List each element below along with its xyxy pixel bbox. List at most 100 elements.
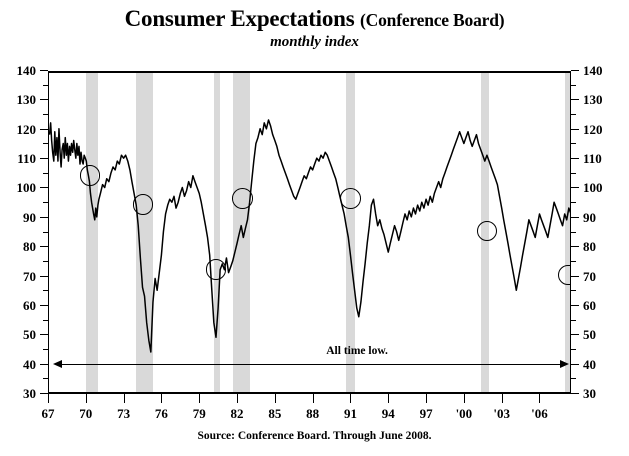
y-axis-label: 100 <box>583 180 603 196</box>
x-axis-tick <box>463 394 465 403</box>
y-axis-label: 90 <box>583 209 596 225</box>
y-axis-label: 60 <box>23 297 36 313</box>
y-axis-minor-tick <box>43 114 48 116</box>
x-axis-tick <box>388 394 390 403</box>
x-axis-label: 70 <box>79 406 93 421</box>
y-axis-minor-tick <box>43 202 48 204</box>
cycle-low-marker <box>132 194 154 215</box>
span-arrow-head-right <box>560 359 570 368</box>
y-axis-minor-tick <box>43 172 48 174</box>
chart-title-main: Consumer Expectations <box>124 6 355 31</box>
y-axis-label: 40 <box>583 356 596 372</box>
y-axis-tick <box>571 128 579 130</box>
y-axis-tick <box>40 216 48 218</box>
x-axis-label: 88 <box>306 406 320 421</box>
recession-band <box>136 73 153 392</box>
y-axis-tick <box>40 70 48 71</box>
x-axis-label: '00 <box>455 406 473 421</box>
x-axis-label: 76 <box>154 406 168 421</box>
y-axis-tick <box>40 363 48 365</box>
y-axis-minor-tick <box>43 290 48 292</box>
y-axis-minor-tick <box>571 84 576 86</box>
y-axis-minor-tick <box>571 260 576 262</box>
x-axis-tick <box>199 394 201 403</box>
y-axis-tick <box>571 393 579 394</box>
y-axis-label: 60 <box>583 297 596 313</box>
y-axis-minor-tick <box>571 319 576 321</box>
x-axis-tick <box>237 394 239 403</box>
x-axis-tick <box>161 394 163 403</box>
x-axis-tick <box>539 394 541 403</box>
chart-title-source: (Conference Board) <box>360 10 505 30</box>
y-axis-label: 130 <box>16 92 37 108</box>
recession-band <box>346 73 355 392</box>
recession-band <box>232 73 250 392</box>
plot-area: All time low. <box>48 71 571 394</box>
x-axis-tick <box>312 394 314 403</box>
y-axis-tick <box>40 275 48 277</box>
recession-band <box>213 73 221 392</box>
recession-band <box>564 73 570 392</box>
y-axis-tick <box>40 158 48 160</box>
x-axis-label: 82 <box>230 406 244 421</box>
y-axis-minor-tick <box>571 231 576 233</box>
x-axis-tick <box>350 394 352 403</box>
y-axis-label: 40 <box>23 356 36 372</box>
x-axis-tick <box>426 394 428 403</box>
x-axis-label: 94 <box>381 406 395 421</box>
cycle-low-marker <box>79 164 101 186</box>
y-axis-tick <box>571 216 579 218</box>
y-axis-minor-tick <box>43 348 48 350</box>
y-axis-minor-tick <box>571 172 576 174</box>
y-axis-minor-tick <box>43 319 48 321</box>
x-axis-tick <box>501 394 503 403</box>
y-axis-tick <box>40 187 48 189</box>
y-axis-label: 80 <box>23 239 36 255</box>
x-axis-tick <box>274 394 276 403</box>
y-axis-minor-tick <box>571 143 576 145</box>
x-axis-tick <box>85 394 87 403</box>
span-arrow-head-left <box>52 359 62 368</box>
chart-subtitle: monthly index <box>270 34 359 50</box>
y-axis-minor-tick <box>571 290 576 292</box>
x-axis-tick <box>123 394 125 403</box>
x-axis-label: 67 <box>41 406 55 421</box>
y-axis-minor-tick <box>43 143 48 145</box>
cycle-low-marker <box>558 264 570 286</box>
x-axis-label: 73 <box>117 406 131 421</box>
y-axis-label: 70 <box>583 268 596 284</box>
y-axis-tick <box>571 187 579 189</box>
y-axis-minor-tick <box>571 114 576 116</box>
y-axis-tick <box>571 275 579 277</box>
x-axis-label: 91 <box>343 406 357 421</box>
recession-band <box>85 73 99 392</box>
y-axis-tick <box>571 158 579 160</box>
y-axis-label: 120 <box>583 121 603 137</box>
x-axis-label: '03 <box>493 406 510 421</box>
cycle-low-marker <box>476 220 498 242</box>
cycle-low-marker <box>340 188 362 210</box>
y-axis-tick <box>40 334 48 336</box>
y-axis-label: 130 <box>583 92 603 108</box>
y-axis-tick <box>40 393 48 394</box>
y-axis-tick <box>571 304 579 306</box>
y-axis-label: 100 <box>16 180 37 196</box>
y-axis-label: 110 <box>583 151 602 167</box>
y-axis-tick <box>40 246 48 248</box>
y-axis-tick <box>571 70 579 71</box>
y-axis-label: 120 <box>16 121 37 137</box>
y-axis-label: 70 <box>23 268 36 284</box>
x-axis-label: 85 <box>268 406 282 421</box>
y-axis-label: 50 <box>23 327 36 343</box>
y-axis-tick <box>40 128 48 130</box>
chart-title: Consumer Expectations (Conference Board) <box>0 6 629 32</box>
y-axis-label: 30 <box>583 386 596 401</box>
y-axis-tick <box>40 99 48 101</box>
y-axis-label: 30 <box>23 386 36 401</box>
y-axis-minor-tick <box>43 260 48 262</box>
data-series-line <box>49 119 570 353</box>
y-axis-label: 140 <box>16 63 37 78</box>
source-note: Source: Conference Board. Through June 2… <box>197 430 432 442</box>
cycle-low-marker <box>232 188 253 210</box>
x-axis-tick <box>48 394 49 403</box>
